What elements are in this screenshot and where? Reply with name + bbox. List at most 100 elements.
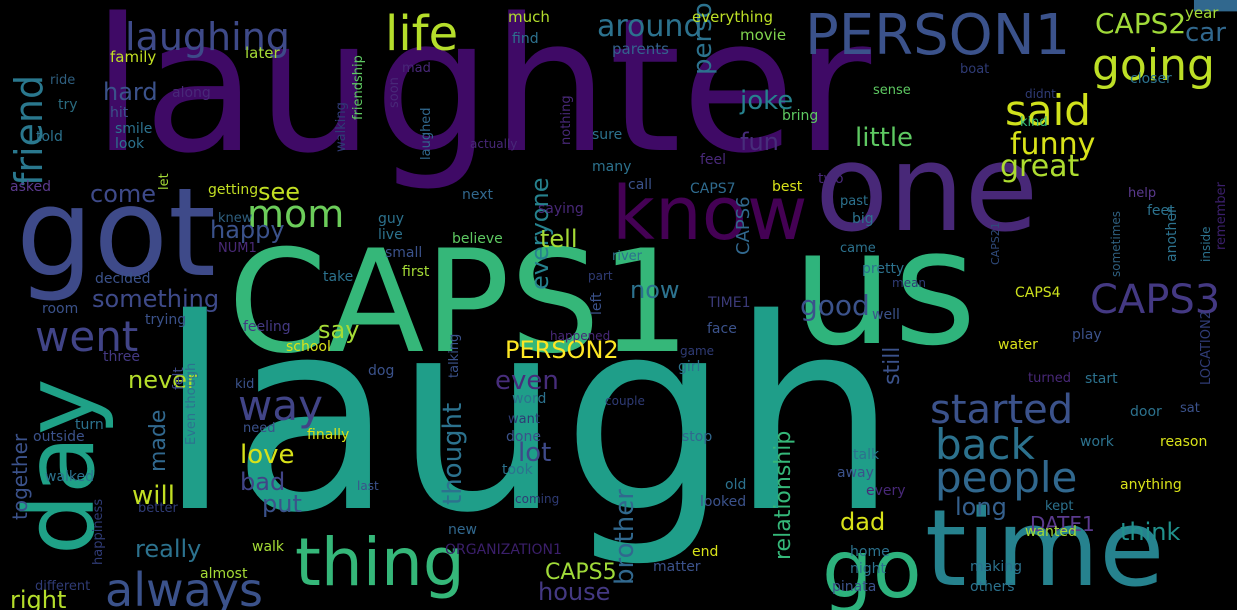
word-laughed: laughed <box>419 107 434 160</box>
word-happy: happy <box>210 216 285 244</box>
word-life: life <box>385 6 459 62</box>
word-put: put <box>262 490 302 518</box>
word-car: car <box>1185 18 1226 48</box>
word-come: come <box>90 180 157 208</box>
word-feet: feet <box>1147 203 1175 219</box>
word-fun: fun <box>740 128 779 156</box>
word-need: need <box>243 421 276 436</box>
word-wanted: wanted <box>1025 524 1077 540</box>
word-laughter: laughter <box>92 0 872 194</box>
word-walked: walked <box>45 469 95 485</box>
word-location2: LOCATION2 <box>1199 311 1214 385</box>
word-caps6: CAPS6 <box>733 196 754 255</box>
word-never: never <box>128 366 197 394</box>
word-still: still <box>880 346 905 385</box>
word-soon: soon <box>387 77 402 108</box>
word-turned: turned <box>1028 371 1071 386</box>
word-even-though: Even though <box>184 362 199 445</box>
word-didnt: didnt <box>1025 87 1056 101</box>
word-away: away <box>837 465 874 481</box>
word-now: now <box>630 276 680 304</box>
word-time: time <box>925 487 1165 610</box>
word-tell: tell <box>540 225 578 253</box>
word-first: first <box>402 264 430 280</box>
word-kid: kid <box>235 377 255 392</box>
word-remember: remember <box>1214 182 1229 250</box>
word-next: next <box>462 187 494 203</box>
word-started: started <box>930 387 1074 433</box>
word-told: told <box>36 129 63 145</box>
word-sat: sat <box>1180 401 1200 416</box>
word-think: think <box>1120 518 1181 546</box>
word-much: much <box>508 8 550 26</box>
word-reason: reason <box>1160 434 1208 450</box>
word-something: something <box>92 285 220 313</box>
word-way: way <box>238 381 323 430</box>
word-will: will <box>132 481 175 511</box>
word-later: later <box>245 44 280 62</box>
word-take: take <box>323 269 354 285</box>
word-date1: DATE1 <box>1030 512 1095 536</box>
word-always: always <box>105 563 263 610</box>
word-lot: lot <box>518 438 552 468</box>
word-kind: kind <box>1020 115 1048 130</box>
word-outside: outside <box>33 429 85 445</box>
word-want: want <box>508 412 540 427</box>
word-better: better <box>138 501 178 516</box>
word-live: live <box>378 227 403 243</box>
word-many: many <box>592 159 632 175</box>
word-work: work <box>1080 434 1114 450</box>
word-made: made <box>146 409 171 472</box>
word-dad: dad <box>840 508 886 536</box>
word-knew: knew <box>218 211 253 226</box>
word-long: long <box>955 493 1007 521</box>
word-funny: funny <box>1010 127 1096 162</box>
word-pinata: pinata <box>832 579 877 595</box>
word-stop: stop <box>682 429 713 445</box>
word-closer: closer <box>1130 71 1172 87</box>
word-good: good <box>800 289 870 322</box>
word-little: little <box>855 123 914 153</box>
word-hit: hit <box>110 105 129 121</box>
word-got: got <box>16 162 216 304</box>
word-call: call <box>628 177 653 193</box>
word-start: start <box>1085 371 1118 387</box>
word-different: different <box>35 579 91 594</box>
word-laugh: laugh <box>158 263 899 571</box>
word-three: three <box>103 349 141 365</box>
word-mad: mad <box>402 61 431 76</box>
word-caps21: CAPS21 <box>989 222 1002 265</box>
word-last: last <box>357 479 379 493</box>
word-let: let <box>157 173 172 190</box>
word-play: play <box>1072 327 1102 343</box>
word-others: others <box>970 579 1015 595</box>
word-everything: everything <box>692 8 773 26</box>
word-coming: coming <box>515 492 560 506</box>
word-caps7: CAPS7 <box>690 181 736 197</box>
word-decided: decided <box>95 271 151 287</box>
word-one: one <box>815 120 1039 259</box>
word-person2: PERSON2 <box>505 336 619 364</box>
word-walk: walk <box>252 539 285 555</box>
word-water: water <box>998 337 1038 353</box>
word-happiness: happiness <box>91 498 106 565</box>
word-feeling: feeling <box>243 319 291 335</box>
word-relationship: relationship <box>771 430 796 560</box>
word-parents: parents <box>612 40 669 58</box>
word-kept: kept <box>1045 499 1074 514</box>
word-took: took <box>502 462 533 478</box>
word-new: new <box>448 522 477 538</box>
word-sure: sure <box>592 127 623 143</box>
word-laughing: laughing <box>125 15 290 59</box>
word-right: right <box>10 586 67 610</box>
word-family: family <box>110 48 157 66</box>
word-home: home <box>850 544 890 560</box>
word-anything: anything <box>1120 477 1182 493</box>
word-best: best <box>772 179 803 195</box>
word-caps2: CAPS2 <box>1095 7 1187 40</box>
word-girl: girl <box>678 359 701 375</box>
word-school: school <box>286 339 331 355</box>
word-face: face <box>707 321 737 337</box>
word-organization1: ORGANIZATION1 <box>445 542 562 558</box>
word-time1: TIME1 <box>708 295 751 311</box>
